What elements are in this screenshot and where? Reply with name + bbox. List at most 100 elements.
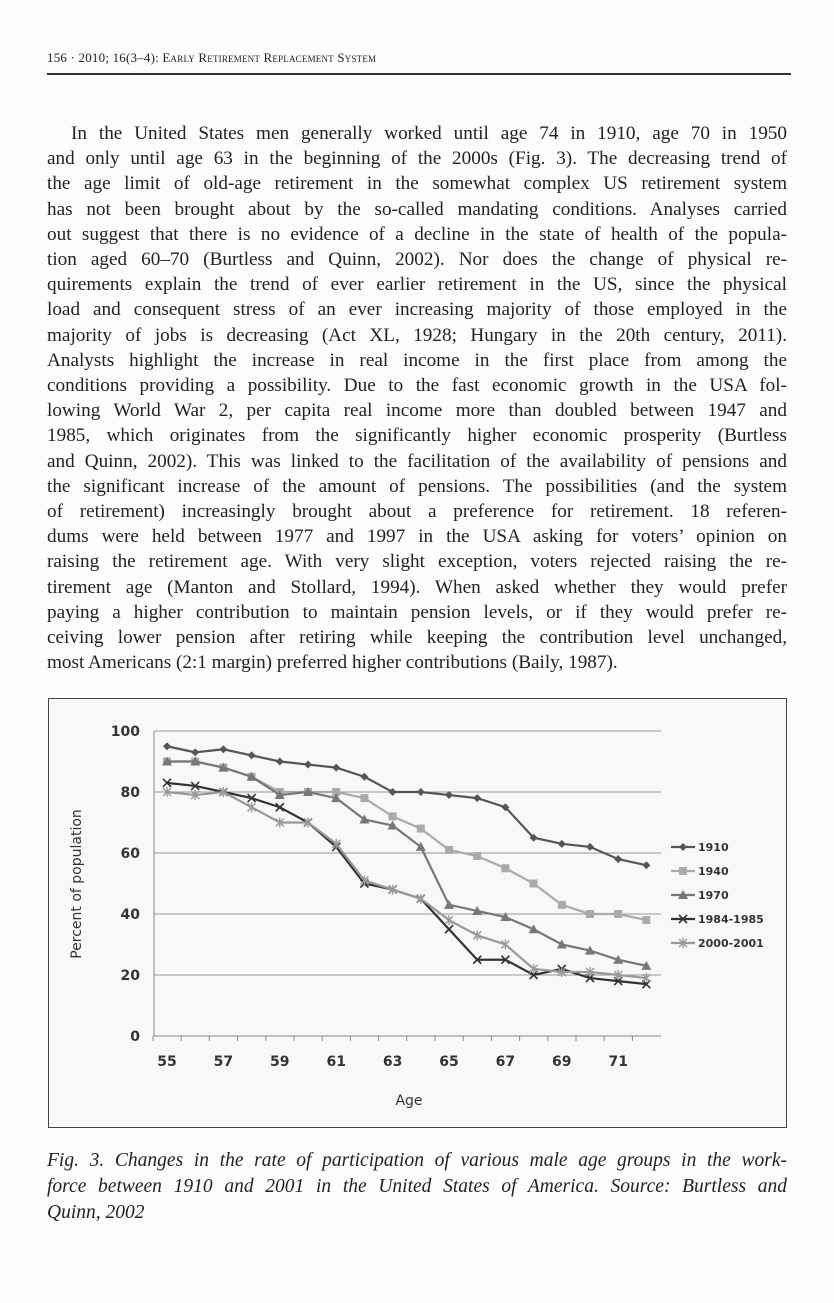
x-tick-label: 59	[270, 1054, 289, 1070]
x-tick-label: 71	[608, 1054, 627, 1070]
data-point	[218, 762, 229, 772]
data-point	[388, 812, 397, 821]
y-tick-label: 80	[121, 785, 141, 801]
x-tick-label: 55	[157, 1054, 176, 1070]
data-point	[642, 916, 651, 925]
y-tick-label: 60	[121, 846, 141, 862]
data-point	[585, 966, 595, 977]
data-point	[557, 839, 566, 848]
data-point	[275, 802, 285, 812]
series-line-1984-1985	[166, 781, 647, 986]
data-point	[528, 924, 539, 934]
y-tick-label: 40	[121, 907, 141, 923]
text-line: Quinn, 2002	[47, 1202, 145, 1223]
x-tick-label: 65	[439, 1054, 458, 1070]
text-line: and only until age 63 in the beginning o…	[47, 148, 787, 170]
data-point	[359, 875, 369, 886]
data-point	[529, 879, 538, 888]
text-line: tirement age (Manton and Stollard, 1994)…	[47, 576, 787, 598]
data-point	[614, 855, 623, 864]
data-point	[500, 912, 511, 922]
data-point	[444, 899, 454, 909]
text-line: tion aged 60–70 (Burtless and Quinn, 200…	[47, 249, 787, 271]
text-line: ceiving lower pension after retiring whi…	[47, 627, 787, 649]
text-line: Fig. 3. Changes in the rate of participa…	[47, 1150, 787, 1171]
data-point	[359, 814, 370, 824]
data-point	[529, 963, 539, 974]
y-tick-label: 100	[111, 724, 140, 740]
legend-marker	[679, 867, 687, 875]
legend-label: 1970	[698, 889, 729, 902]
legend-label: 1984-1985	[698, 913, 764, 926]
data-point	[388, 884, 398, 895]
x-tick-label: 63	[383, 1054, 402, 1070]
text-line: lowing World War 2, per capita real inco…	[47, 400, 787, 422]
data-point	[501, 803, 510, 812]
data-point	[473, 852, 482, 861]
data-point	[275, 757, 284, 766]
text-line: of retirement) increasingly brought abou…	[47, 501, 787, 523]
text-line: majority of jobs is decreasing (Act XL, …	[47, 324, 787, 346]
data-point	[162, 778, 172, 788]
legend-label: 1910	[698, 841, 729, 854]
chart-svg: 0 20 40 60 80 100 55 57 59 61 63 65 67 69 71 Age Percent…	[69, 724, 764, 1109]
data-point	[586, 910, 594, 918]
legend-marker	[679, 843, 687, 851]
data-point	[472, 955, 482, 965]
text-line: load and consequent stress of an ever in…	[47, 299, 787, 321]
running-header: 156 · 2010; 16(3–4): Early Retirement Re…	[47, 50, 377, 65]
data-point	[557, 966, 567, 977]
data-point	[473, 794, 482, 803]
data-point	[332, 788, 341, 796]
text-line: In the United States men generally worke…	[71, 123, 787, 144]
data-point	[247, 793, 257, 803]
data-point	[585, 945, 595, 955]
data-point	[162, 756, 172, 766]
x-tick-label: 67	[496, 1054, 515, 1070]
data-point	[500, 939, 510, 950]
data-point	[416, 824, 425, 833]
data-point	[614, 910, 623, 918]
data-point	[556, 939, 567, 949]
data-point	[360, 794, 369, 803]
text-line: has not been brought about by the so-cal…	[47, 198, 787, 220]
text-line: most Americans (2:1 margin) preferred hi…	[47, 652, 618, 674]
data-point	[388, 788, 397, 796]
legend-marker	[678, 890, 688, 899]
data-point	[501, 864, 510, 873]
data-point	[246, 771, 257, 781]
data-point	[331, 793, 342, 803]
text-line: out suggest that there is no evidence of…	[47, 223, 787, 245]
data-point	[613, 970, 623, 980]
data-point	[445, 845, 453, 854]
data-point	[303, 817, 313, 828]
y-axis-label: Percent of population	[69, 809, 85, 959]
data-point	[360, 772, 369, 781]
data-point	[613, 954, 624, 964]
legend-label: 1940	[698, 865, 729, 878]
series-line-1970	[167, 760, 647, 967]
legend-marker	[678, 938, 688, 948]
legend-label: 2000-2001	[698, 937, 764, 950]
text-line: Analysts highlight the increase in real …	[47, 349, 787, 371]
text-line: raising the retirement age. With very sl…	[47, 551, 787, 573]
data-point	[162, 787, 172, 797]
data-point	[247, 802, 257, 813]
text-line: conditions providing a possibility. Due …	[47, 375, 787, 397]
x-axis-label: Age	[395, 1093, 422, 1109]
data-point	[416, 893, 426, 904]
text-line: dums were held between 1977 and 1997 in …	[47, 526, 787, 548]
text-line: and Quinn, 2002). This was linked to the…	[47, 450, 787, 472]
text-line: 1985, which originates from the signific…	[47, 425, 787, 447]
data-point	[387, 820, 398, 830]
data-point	[444, 915, 454, 926]
x-tick-label: 57	[214, 1054, 233, 1070]
y-tick-label: 0	[130, 1029, 140, 1045]
series-line-1940	[167, 760, 647, 922]
data-point	[416, 788, 425, 796]
data-point	[190, 781, 200, 791]
data-point	[557, 900, 566, 909]
text-line: quirements explain the trend of ever ear…	[47, 274, 787, 296]
data-point	[303, 787, 313, 796]
y-tick-label: 20	[121, 968, 141, 984]
